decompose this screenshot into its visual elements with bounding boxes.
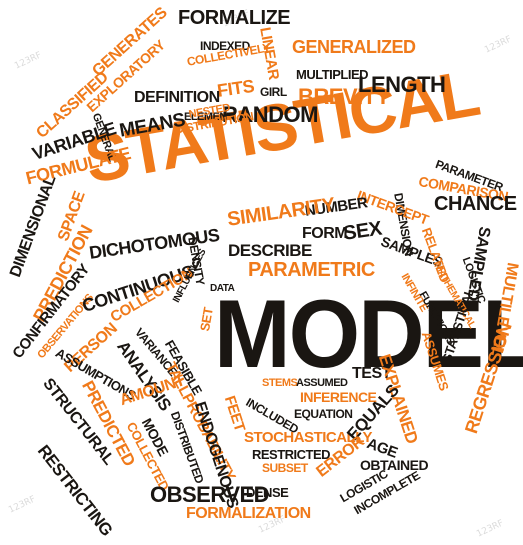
word-set: SET — [197, 306, 216, 333]
word-describe: DESCRIBE — [228, 241, 312, 260]
word-subset: SUBSET — [262, 461, 308, 475]
word-linear: LINEAR — [256, 25, 283, 81]
word-feet: FEET — [220, 393, 249, 434]
word-length: LENGTH — [358, 72, 446, 97]
word-assumed: ASSUMED — [296, 377, 348, 389]
word-model: MODEL — [214, 280, 523, 388]
word-observed: OBSERVED — [150, 482, 270, 507]
word-inference: INFERENCE — [300, 389, 377, 405]
word-test: TEST — [352, 365, 391, 382]
watermark: 123RF — [7, 494, 38, 516]
word-chance: CHANCE — [434, 193, 517, 215]
word-stochastically: STOCHASTICALLY — [244, 429, 373, 446]
word-element: ELEMENT — [184, 111, 234, 123]
word-random: RANDOM — [222, 102, 319, 127]
word-restricted: RESTRICTED — [252, 447, 331, 462]
word-dense: DENSE — [246, 485, 289, 500]
watermark: 123RF — [13, 50, 44, 72]
word-stems: STEMS — [262, 377, 298, 389]
word-girl: GIRL — [260, 85, 287, 99]
word-formalize: FORMALIZE — [178, 7, 291, 29]
word-multiplied: MULTIPLIED — [296, 67, 369, 82]
word-obtained: OBTAINED — [360, 457, 429, 473]
word-brevity: BREVITY — [298, 84, 390, 109]
word-indexed: INDEXED — [200, 39, 250, 53]
watermark: 123RF — [483, 34, 514, 56]
word-sex: SEX — [341, 217, 384, 245]
word-parametric: PARAMETRIC — [248, 259, 375, 281]
word-generalized: GENERALIZED — [292, 37, 416, 57]
word-fits: FITS — [215, 75, 256, 101]
word-form: FORM — [302, 225, 348, 242]
word-dimensional: DIMENSIONAL — [7, 173, 60, 280]
word-equation: EQUATION — [294, 407, 353, 421]
word-formalization: FORMALIZATION — [186, 505, 311, 522]
word-data: DATA — [210, 283, 235, 294]
word-definition: DEFINITION — [134, 89, 220, 106]
watermark: 123RF — [475, 518, 506, 540]
